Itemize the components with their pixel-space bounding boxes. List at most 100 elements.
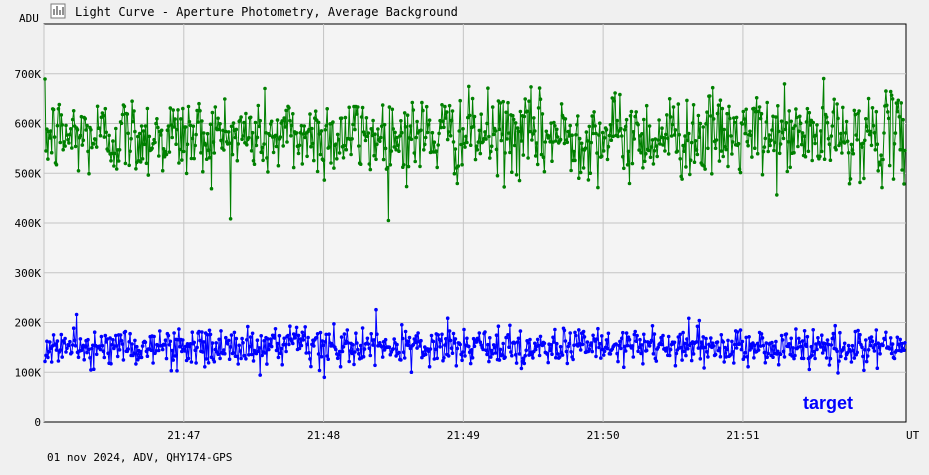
x-tick-labels: 21:47 21:48 21:49 21:50 21:51 — [167, 429, 759, 442]
data-point — [424, 104, 429, 109]
data-point — [364, 116, 369, 120]
data-point — [421, 350, 425, 355]
data-point — [189, 360, 194, 364]
data-point — [415, 119, 419, 124]
data-point — [478, 340, 483, 345]
data-point — [585, 340, 590, 344]
data-point — [614, 342, 618, 346]
data-point — [100, 343, 105, 348]
data-point — [300, 330, 305, 335]
data-point — [316, 352, 321, 356]
data-point — [224, 335, 228, 340]
data-point — [798, 344, 803, 349]
data-point — [789, 119, 793, 124]
data-point — [591, 333, 595, 338]
data-point — [72, 338, 77, 343]
data-point — [219, 329, 223, 333]
data-point — [236, 142, 240, 146]
data-point — [85, 350, 89, 355]
data-point — [682, 149, 686, 153]
data-point — [781, 136, 786, 141]
data-point — [890, 342, 895, 346]
data-point — [297, 143, 302, 148]
data-point — [238, 118, 242, 122]
data-point — [309, 364, 313, 369]
data-point — [51, 107, 56, 112]
data-point — [190, 136, 195, 141]
data-point — [469, 348, 474, 352]
legend-target-label: target — [803, 393, 853, 413]
data-point — [697, 135, 702, 139]
data-point — [761, 343, 766, 348]
data-point — [611, 134, 615, 139]
data-point — [577, 328, 581, 332]
data-point — [492, 345, 497, 350]
data-point — [216, 116, 220, 121]
data-point — [127, 340, 131, 344]
data-point — [536, 106, 541, 110]
data-point — [506, 100, 510, 105]
data-point — [900, 341, 904, 346]
data-point — [672, 340, 677, 345]
data-point — [451, 140, 456, 144]
data-point — [728, 116, 732, 121]
data-point — [436, 143, 441, 147]
data-point — [152, 334, 156, 339]
data-point — [846, 151, 851, 155]
data-point — [304, 351, 309, 355]
data-point — [149, 348, 153, 353]
data-point — [258, 373, 263, 377]
data-point — [537, 353, 542, 358]
data-point — [590, 114, 594, 118]
data-point — [87, 347, 91, 352]
data-point — [396, 143, 400, 148]
data-point — [250, 331, 255, 336]
data-point — [281, 144, 286, 148]
data-point — [508, 323, 512, 328]
data-point — [60, 123, 64, 127]
data-point — [730, 339, 734, 344]
data-point — [334, 142, 338, 146]
data-point — [100, 111, 105, 115]
data-point — [255, 338, 260, 343]
data-point — [461, 350, 465, 354]
data-point — [725, 111, 729, 116]
data-point — [898, 337, 902, 342]
data-point — [367, 162, 372, 166]
data-point — [154, 121, 158, 126]
data-point — [853, 329, 858, 334]
data-point — [496, 324, 501, 329]
data-point — [555, 135, 560, 139]
data-point — [70, 146, 74, 150]
data-point — [848, 177, 853, 181]
data-point — [425, 130, 430, 135]
data-point — [374, 157, 378, 162]
data-point — [442, 125, 446, 130]
data-point — [296, 333, 301, 338]
data-point — [464, 134, 468, 139]
data-point — [207, 328, 212, 333]
data-point — [228, 217, 233, 221]
data-point — [298, 337, 303, 341]
data-point — [140, 157, 145, 161]
data-point — [651, 352, 656, 356]
data-point — [160, 168, 165, 173]
data-point — [775, 193, 779, 197]
data-point — [562, 141, 567, 146]
data-point — [105, 337, 109, 341]
data-point — [120, 112, 125, 117]
y-tick-label: 700K — [15, 68, 42, 81]
data-point — [171, 358, 175, 362]
data-point — [735, 330, 740, 334]
data-point — [616, 359, 620, 364]
data-point — [374, 307, 378, 312]
data-point — [579, 141, 584, 146]
data-point — [80, 143, 85, 147]
data-point — [717, 159, 722, 163]
data-point — [750, 345, 754, 350]
data-point — [871, 346, 876, 350]
data-point — [79, 348, 84, 353]
data-point — [708, 94, 712, 98]
data-point — [145, 354, 150, 359]
